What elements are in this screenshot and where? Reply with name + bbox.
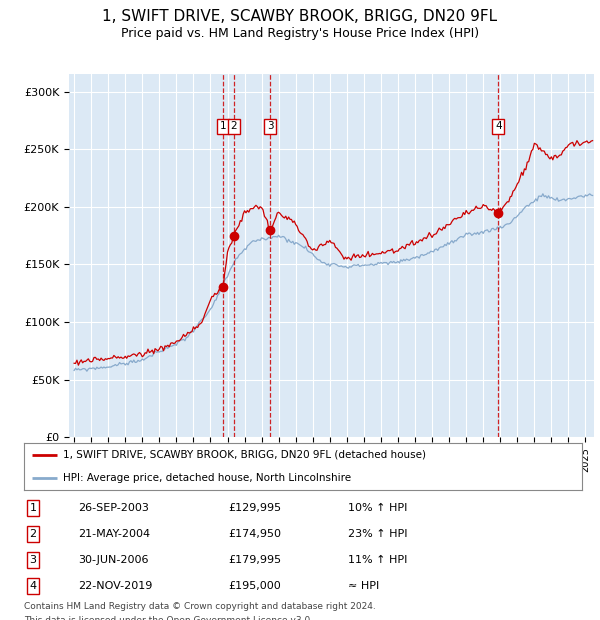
Text: 3: 3	[267, 122, 274, 131]
Text: 21-MAY-2004: 21-MAY-2004	[78, 529, 150, 539]
Text: 22-NOV-2019: 22-NOV-2019	[78, 581, 152, 591]
Text: Contains HM Land Registry data © Crown copyright and database right 2024.: Contains HM Land Registry data © Crown c…	[24, 602, 376, 611]
Text: £179,995: £179,995	[228, 555, 281, 565]
Text: 2: 2	[230, 122, 238, 131]
Text: 4: 4	[495, 122, 502, 131]
Text: This data is licensed under the Open Government Licence v3.0.: This data is licensed under the Open Gov…	[24, 616, 313, 620]
Text: HPI: Average price, detached house, North Lincolnshire: HPI: Average price, detached house, Nort…	[63, 473, 351, 483]
Text: 11% ↑ HPI: 11% ↑ HPI	[348, 555, 407, 565]
Text: 3: 3	[29, 555, 37, 565]
Text: £129,995: £129,995	[228, 503, 281, 513]
Text: £174,950: £174,950	[228, 529, 281, 539]
Text: £195,000: £195,000	[228, 581, 281, 591]
Text: 2: 2	[29, 529, 37, 539]
Text: 1, SWIFT DRIVE, SCAWBY BROOK, BRIGG, DN20 9FL: 1, SWIFT DRIVE, SCAWBY BROOK, BRIGG, DN2…	[103, 9, 497, 24]
Text: 10% ↑ HPI: 10% ↑ HPI	[348, 503, 407, 513]
Text: 1, SWIFT DRIVE, SCAWBY BROOK, BRIGG, DN20 9FL (detached house): 1, SWIFT DRIVE, SCAWBY BROOK, BRIGG, DN2…	[63, 450, 426, 460]
Text: 4: 4	[29, 581, 37, 591]
Text: Price paid vs. HM Land Registry's House Price Index (HPI): Price paid vs. HM Land Registry's House …	[121, 27, 479, 40]
Text: 23% ↑ HPI: 23% ↑ HPI	[348, 529, 407, 539]
Text: 1: 1	[220, 122, 226, 131]
Text: 26-SEP-2003: 26-SEP-2003	[78, 503, 149, 513]
Text: 1: 1	[29, 503, 37, 513]
Text: 30-JUN-2006: 30-JUN-2006	[78, 555, 149, 565]
Text: ≈ HPI: ≈ HPI	[348, 581, 379, 591]
